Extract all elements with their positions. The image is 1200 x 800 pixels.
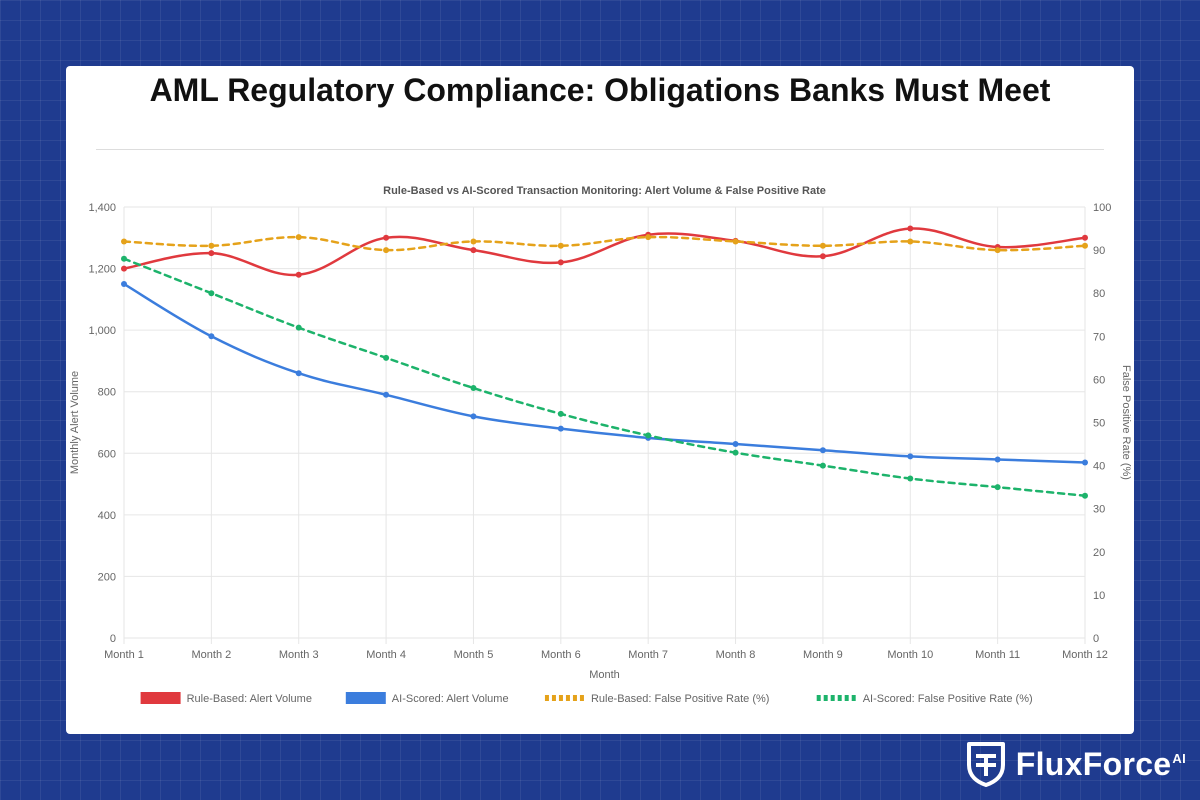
- legend-label-ai-scored-false-positive-rate: AI-Scored: False Positive Rate (%): [863, 693, 1033, 705]
- data-point-rule-based-false-positive-rate: [121, 238, 127, 245]
- data-point-ai-scored-false-positive-rate: [732, 449, 739, 456]
- y2-tick-label: 40: [1093, 461, 1105, 473]
- y2-axis-title: False Positive Rate (%): [1120, 365, 1132, 480]
- data-point-ai-scored-alert-volume: [383, 391, 390, 398]
- title-divider: [96, 149, 1104, 150]
- data-point-ai-scored-alert-volume: [470, 413, 477, 420]
- y-tick-label: 1,000: [88, 325, 116, 337]
- y2-tick-label: 20: [1093, 547, 1105, 559]
- data-point-rule-based-false-positive-rate: [470, 238, 477, 245]
- data-point-rule-based-alert-volume: [907, 225, 914, 232]
- y2-tick-label: 90: [1093, 245, 1105, 257]
- data-point-ai-scored-false-positive-rate: [994, 484, 1001, 491]
- y2-tick-label: 60: [1093, 374, 1105, 386]
- legend-label-ai-scored-alert-volume: AI-Scored: Alert Volume: [392, 693, 509, 705]
- x-tick-label: Month 8: [716, 649, 756, 661]
- x-tick-label: Month 10: [887, 649, 933, 661]
- x-tick-label: Month 2: [191, 649, 231, 661]
- data-point-ai-scored-alert-volume: [732, 441, 739, 448]
- y2-tick-label: 80: [1093, 288, 1105, 300]
- y-tick-label: 0: [110, 633, 116, 645]
- data-point-ai-scored-false-positive-rate: [557, 410, 564, 417]
- line-chart: 0 200 400 600 800 1,000 1,200 1,400 0 10 20 30 40 50 6…: [69, 185, 1132, 705]
- x-tick-label: Month 3: [279, 649, 319, 661]
- y-tick-label: 1,400: [88, 202, 116, 214]
- x-tick-label: Month 4: [366, 649, 406, 661]
- data-point-rule-based-false-positive-rate: [557, 242, 564, 249]
- brand-suffix: AI: [1172, 750, 1186, 766]
- y-tick-label: 1,200: [88, 264, 116, 276]
- legend-swatch-rule-based-alert-volume: [140, 692, 181, 704]
- data-point-ai-scored-false-positive-rate: [1082, 492, 1088, 499]
- y-tick-label: 600: [98, 448, 116, 460]
- y2-tick-label: 0: [1093, 633, 1099, 645]
- x-axis-title: Month: [589, 669, 620, 681]
- shield-icon: [966, 742, 1005, 787]
- legend-label-rule-based-alert-volume: Rule-Based: Alert Volume: [187, 693, 312, 705]
- data-point-ai-scored-false-positive-rate: [295, 324, 302, 331]
- series-line-rule-based-alert-volume: [122, 227, 1087, 277]
- data-point-rule-based-alert-volume: [383, 234, 390, 241]
- x-tick-label: Month 9: [803, 649, 843, 661]
- data-point-rule-based-alert-volume: [295, 271, 302, 278]
- data-point-rule-based-false-positive-rate: [1082, 242, 1088, 249]
- x-tick-label: Month 5: [454, 649, 494, 661]
- data-point-ai-scored-false-positive-rate: [819, 462, 826, 469]
- data-point-rule-based-alert-volume: [121, 265, 127, 272]
- data-point-rule-based-alert-volume: [1082, 234, 1088, 241]
- x-tick-label: Month 6: [541, 649, 581, 661]
- legend-label-rule-based-false-positive-rate: Rule-Based: False Positive Rate (%): [591, 693, 770, 705]
- data-point-rule-based-false-positive-rate: [994, 247, 1001, 254]
- y2-tick-label: 50: [1093, 418, 1105, 430]
- data-point-ai-scored-false-positive-rate: [121, 255, 127, 262]
- y-tick-label: 800: [98, 387, 116, 399]
- y2-tick-label: 100: [1093, 202, 1111, 214]
- x-tick-label: Month 1: [104, 649, 144, 661]
- chart-title: Rule-Based vs AI-Scored Transaction Moni…: [383, 185, 826, 197]
- page-title: AML Regulatory Compliance: Obligations B…: [149, 72, 1051, 108]
- y-axis-title: Monthly Alert Volume: [69, 371, 81, 474]
- data-point-rule-based-false-positive-rate: [645, 234, 652, 241]
- data-point-rule-based-alert-volume: [557, 259, 564, 266]
- data-point-ai-scored-false-positive-rate: [907, 475, 914, 482]
- data-point-ai-scored-alert-volume: [295, 370, 302, 377]
- data-point-rule-based-false-positive-rate: [732, 238, 739, 245]
- data-point-rule-based-false-positive-rate: [819, 242, 826, 249]
- brand-name: FluxForceAI: [1015, 745, 1186, 782]
- series-line-ai-scored-false-positive-rate: [122, 257, 1087, 498]
- y2-tick-label: 70: [1093, 331, 1105, 343]
- x-tick-label: Month 12: [1062, 649, 1108, 661]
- data-point-ai-scored-false-positive-rate: [645, 432, 652, 439]
- data-point-rule-based-alert-volume: [208, 250, 215, 257]
- data-point-ai-scored-alert-volume: [557, 425, 564, 432]
- data-point-rule-based-false-positive-rate: [383, 247, 390, 254]
- series-line-ai-scored-alert-volume: [122, 282, 1087, 464]
- data-point-rule-based-false-positive-rate: [907, 238, 914, 245]
- data-point-ai-scored-false-positive-rate: [470, 385, 477, 392]
- data-point-ai-scored-alert-volume: [1082, 459, 1088, 466]
- data-point-ai-scored-false-positive-rate: [208, 290, 215, 297]
- chart-card: AML Regulatory Compliance: Obligations B…: [66, 66, 1134, 734]
- x-tick-label: Month 11: [975, 649, 1020, 661]
- series-line-rule-based-false-positive-rate: [122, 235, 1087, 252]
- data-point-rule-based-false-positive-rate: [208, 242, 215, 249]
- brand-logo: FluxForceAI: [966, 740, 1186, 788]
- data-point-ai-scored-alert-volume: [907, 453, 914, 460]
- x-tick-label: Month 7: [628, 649, 668, 661]
- y2-tick-label: 10: [1093, 590, 1105, 602]
- y2-tick-label: 30: [1093, 504, 1105, 516]
- y-tick-label: 400: [98, 510, 116, 522]
- data-point-rule-based-false-positive-rate: [295, 234, 302, 241]
- data-point-rule-based-alert-volume: [819, 253, 826, 260]
- legend-swatch-ai-scored-alert-volume: [345, 692, 386, 704]
- y-tick-label: 200: [98, 571, 116, 583]
- data-point-ai-scored-alert-volume: [121, 280, 127, 287]
- data-point-rule-based-alert-volume: [470, 247, 477, 254]
- data-point-ai-scored-alert-volume: [208, 333, 215, 340]
- data-point-ai-scored-alert-volume: [994, 456, 1001, 463]
- data-point-ai-scored-false-positive-rate: [383, 354, 390, 361]
- data-point-ai-scored-alert-volume: [819, 447, 826, 454]
